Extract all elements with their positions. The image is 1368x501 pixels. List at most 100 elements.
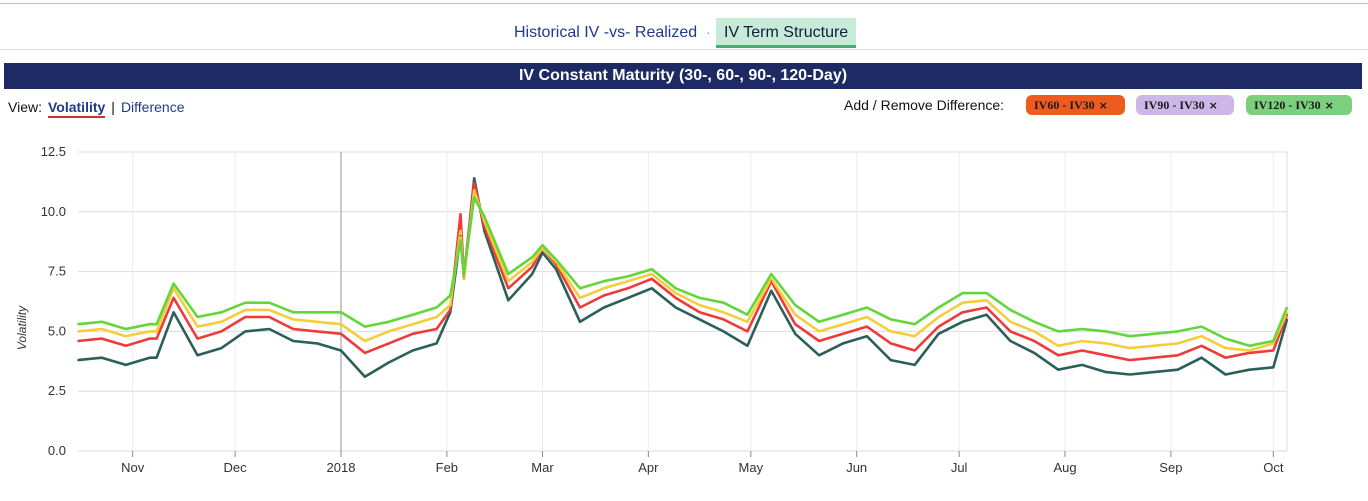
series-point xyxy=(1081,363,1083,366)
series-point xyxy=(148,337,151,340)
series-point xyxy=(889,330,892,333)
series-point xyxy=(985,292,988,295)
series-point xyxy=(1248,349,1251,352)
series-point xyxy=(473,196,476,199)
series-point xyxy=(459,234,462,237)
series-point xyxy=(172,311,175,314)
series-point xyxy=(1286,318,1288,321)
view-difference-link[interactable]: Difference xyxy=(120,99,185,115)
y-tick-label: 10.0 xyxy=(41,204,66,219)
series-point xyxy=(507,273,510,275)
series-point xyxy=(1105,354,1107,357)
series-point xyxy=(961,320,964,323)
view-label: View: xyxy=(8,99,42,115)
series-point xyxy=(1105,342,1107,345)
series-point xyxy=(1009,320,1012,323)
series-point xyxy=(770,280,773,283)
series-point xyxy=(541,246,544,249)
series-point xyxy=(507,287,510,290)
x-tick-label: Jul xyxy=(951,460,968,475)
x-tick-label: May xyxy=(739,460,764,475)
series-point xyxy=(1224,347,1227,350)
top-border xyxy=(0,0,1368,4)
series-point xyxy=(483,225,486,228)
series-point xyxy=(363,325,366,328)
series-point xyxy=(818,340,821,342)
series-point xyxy=(340,311,342,314)
series-point xyxy=(794,313,797,316)
series-point xyxy=(77,340,79,342)
x-tick-label: Dec xyxy=(224,460,248,475)
close-icon[interactable]: × xyxy=(1098,99,1108,112)
series-point xyxy=(937,306,940,309)
series-point xyxy=(449,304,452,306)
series-point xyxy=(124,363,127,366)
chip-iv60-iv30[interactable]: IV60 - IV30 × xyxy=(1026,95,1125,115)
series-line-0 xyxy=(77,176,1289,379)
series-point xyxy=(674,292,677,295)
series-point xyxy=(244,308,247,311)
series-point xyxy=(148,330,151,333)
series-point xyxy=(722,311,725,314)
chip-iv120-iv30[interactable]: IV120 - IV30 × xyxy=(1246,95,1352,115)
difference-label: Add / Remove Difference: xyxy=(844,97,1005,113)
series-point xyxy=(913,349,916,352)
tab-historical-iv[interactable]: Historical IV -vs- Realized xyxy=(514,24,698,41)
x-tick-label: Mar xyxy=(531,460,554,475)
series-point xyxy=(531,261,534,263)
series-point xyxy=(292,318,295,321)
chip-label: IV120 - IV30 xyxy=(1254,98,1321,112)
x-tick-label: 2018 xyxy=(327,460,356,475)
series-point xyxy=(435,328,438,330)
close-icon[interactable]: × xyxy=(1324,99,1334,112)
series-point xyxy=(770,277,773,280)
series-point xyxy=(387,342,390,345)
series-point xyxy=(1009,330,1012,333)
series-point xyxy=(698,304,701,306)
series-point xyxy=(196,316,199,318)
tab-iv-term-structure[interactable]: IV Term Structure xyxy=(716,18,857,48)
series-point xyxy=(473,189,476,192)
series-point xyxy=(531,256,534,259)
series-point xyxy=(1081,340,1083,342)
series-point xyxy=(268,328,271,330)
series-point xyxy=(435,306,438,309)
series-point xyxy=(722,301,725,304)
series-point xyxy=(507,299,510,302)
series-point xyxy=(463,275,465,278)
series-point xyxy=(1081,328,1083,330)
series-point xyxy=(626,280,629,283)
series-point xyxy=(1128,359,1131,362)
series-point xyxy=(77,323,79,326)
series-point xyxy=(220,347,223,350)
series-point xyxy=(268,308,271,311)
series-point xyxy=(1200,325,1203,328)
series-point xyxy=(579,306,581,309)
view-volatility-link[interactable]: Volatility xyxy=(47,99,106,118)
series-point xyxy=(340,332,342,335)
series-point xyxy=(1176,354,1179,357)
series-point xyxy=(411,349,414,352)
x-tick-label: Nov xyxy=(121,460,145,475)
series-point xyxy=(363,352,366,354)
series-point xyxy=(818,354,821,357)
series-point xyxy=(316,320,318,323)
series-point xyxy=(866,316,868,318)
x-tick-label: Aug xyxy=(1053,460,1076,475)
series-point xyxy=(77,359,79,362)
series-point xyxy=(155,330,158,333)
series-point xyxy=(1057,344,1060,347)
close-icon[interactable]: × xyxy=(1208,99,1218,112)
chip-iv90-iv30[interactable]: IV90 - IV30 × xyxy=(1136,95,1234,115)
series-point xyxy=(541,251,544,254)
series-point xyxy=(746,330,749,333)
series-point xyxy=(1248,344,1251,347)
series-point xyxy=(1057,330,1060,333)
chip-label: IV60 - IV30 xyxy=(1034,98,1095,112)
series-point xyxy=(155,337,158,340)
series-point xyxy=(889,318,892,321)
series-point xyxy=(292,328,295,330)
series-point xyxy=(483,230,486,232)
series-point xyxy=(579,320,581,323)
series-point xyxy=(794,304,797,306)
